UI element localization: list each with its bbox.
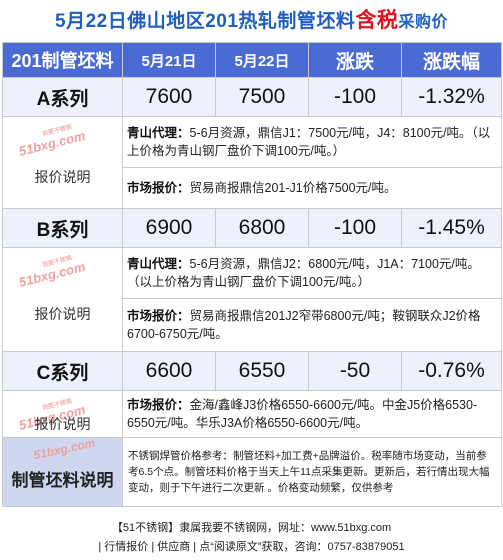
price-table: 201制管坯料 5月21日 5月22日 涨跌 涨跌幅 A系列 7600 7500… [2, 42, 502, 507]
price-change-pct: -1.32% [401, 77, 502, 117]
summary-row: 51bxg.com 制管坯料说明 不锈钢焊管价格参考：制管坯料+加工费+品牌溢价… [2, 435, 502, 507]
note-text: 市场报价：贸易商报鼎信201J2窄带6800元/吨；鞍钢联众J2价格6700-6… [122, 298, 502, 352]
table-header: 201制管坯料 5月21日 5月22日 涨跌 涨跌幅 [2, 42, 502, 78]
price-prev: 6900 [122, 208, 216, 248]
footer: 【51不锈钢】隶属我要不锈钢网，网址：www.51bxg.com | 行情报价 … [0, 519, 503, 557]
header-date1: 5月21日 [122, 42, 216, 78]
series-name: A系列 [2, 77, 123, 117]
table-row: B系列 6900 6800 -100 -1.45% [2, 208, 502, 248]
note-label: 报价说明 [34, 305, 91, 322]
series-name: B系列 [2, 208, 123, 248]
note-row: 市场报价：贸易商报鼎信201-J1价格7500元/吨。 [3, 167, 502, 209]
title-part1: 5月22日佛山地区201热轧制管坯料 [55, 11, 356, 32]
note-text: 市场报价：金海/鑫峰J3价格6550-6600元/吨。中金J5价格6530-65… [122, 390, 502, 438]
note-row: 市场报价：贸易商报鼎信201J2窄带6800元/吨；鞍钢联众J2价格6700-6… [3, 298, 502, 352]
series-name: C系列 [2, 351, 123, 391]
header-change-pct: 涨跌幅 [401, 42, 502, 78]
watermark-logo: 51bxg.com [32, 435, 97, 463]
page-title: 5月22日佛山地区201热轧制管坯料含税采购价 [0, 0, 503, 42]
note-text: 青山代理：5-6月资源，鼎信J1：7500元/吨，J4：8100元/吨。（以上价… [122, 116, 502, 168]
summary-label: 制管坯料说明 [11, 470, 114, 490]
note-label-cell: 我要不锈钢 51bxg.com 报价说明 [2, 390, 123, 438]
note-row: 我要不锈钢 51bxg.com 报价说明 市场报价：金海/鑫峰J3价格6550-6… [2, 390, 502, 438]
header-product: 201制管坯料 [2, 42, 123, 78]
price-today: 7500 [215, 77, 309, 117]
note-row: 我要不锈钢 51bxg.com 报价说明 青山代理：5-6月资源，鼎信J1：750… [2, 116, 502, 209]
price-change: -100 [308, 208, 402, 248]
note-text: 市场报价：贸易商报鼎信201-J1价格7500元/吨。 [122, 167, 502, 209]
price-today: 6800 [215, 208, 309, 248]
title-part2: 采购价 [398, 14, 448, 31]
price-change-pct: -1.45% [401, 208, 502, 248]
note-row: 我要不锈钢 51bxg.com 报价说明 青山代理：5-6月资源，鼎信J2：680… [2, 247, 502, 352]
note-label-cell: 我要不锈钢 51bxg.com 报价说明 [2, 247, 123, 352]
header-date2: 5月22日 [215, 42, 309, 78]
price-prev: 6600 [122, 351, 216, 391]
price-change-pct: -0.76% [401, 351, 502, 391]
note-label-cell: 我要不锈钢 51bxg.com 报价说明 [2, 116, 123, 209]
summary-text: 不锈钢焊管价格参考：制管坯料+加工费+品牌溢价。税率随市场变动，当前参考6.5个… [122, 437, 502, 507]
price-change: -50 [308, 351, 402, 391]
note-label: 报价说明 [34, 168, 91, 185]
header-change: 涨跌 [308, 42, 402, 78]
summary-label-cell: 51bxg.com 制管坯料说明 [2, 435, 123, 507]
table-row: C系列 6600 6550 -50 -0.76% [2, 351, 502, 391]
footer-line2: | 行情报价 | 供应商 | 点“阅读原文”获取，咨询：0757-8387905… [98, 541, 405, 553]
note-text: 青山代理：5-6月资源，鼎信J2：6800元/吨，J1A：7100元/吨。（以上… [122, 247, 502, 299]
footer-line1: 【51不锈钢】隶属我要不锈钢网，网址：www.51bxg.com [111, 522, 392, 534]
watermark-logo: 我要不锈钢 51bxg.com [17, 124, 87, 159]
title-highlight: 含税 [355, 9, 399, 32]
price-today: 6550 [215, 351, 309, 391]
note-label: 报价说明 [34, 416, 91, 432]
price-prev: 7600 [122, 77, 216, 117]
price-change: -100 [308, 77, 402, 117]
watermark-logo: 我要不锈钢 51bxg.com [17, 255, 87, 290]
table-row: A系列 7600 7500 -100 -1.32% [2, 77, 502, 117]
